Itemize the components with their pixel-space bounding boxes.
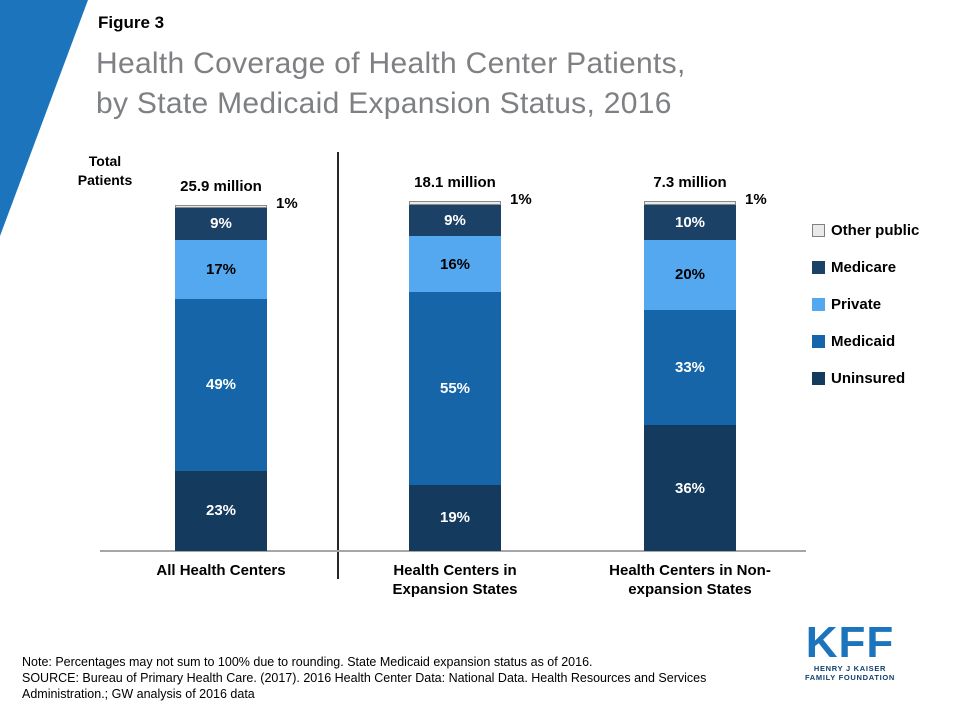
group-divider-line bbox=[337, 152, 339, 579]
legend-item-medicare: Medicare bbox=[812, 256, 919, 278]
category-label-all-health-centers: All Health Centers bbox=[156, 562, 286, 579]
bar-total-label: 25.9 million bbox=[180, 177, 262, 195]
bar-segment-other-public bbox=[175, 204, 267, 208]
chart-title: Health Coverage of Health Center Patient… bbox=[96, 44, 686, 124]
bar-segment-medicare: 10% bbox=[644, 204, 736, 240]
x-axis-line bbox=[100, 550, 806, 552]
source-line: SOURCE: Bureau of Primary Health Care. (… bbox=[22, 671, 707, 701]
bar-segment-medicare: 9% bbox=[409, 204, 501, 236]
legend-label-medicare: Medicare bbox=[831, 258, 897, 276]
bar-segment-uninsured: 19% bbox=[409, 484, 501, 551]
kff-logo-subline-1: HENRY J KAISER bbox=[813, 664, 887, 673]
bar-segment-uninsured: 36% bbox=[644, 425, 736, 551]
legend-item-private: Private bbox=[812, 293, 919, 315]
legend-swatch-medicare bbox=[812, 260, 825, 274]
legend-label-medicaid: Medicaid bbox=[831, 332, 896, 350]
bar-total-label: 18.1 million bbox=[414, 174, 496, 191]
figure-label: Figure 3 bbox=[98, 13, 165, 32]
outside-percent-label-other-public: 1% bbox=[745, 191, 767, 208]
bar-total-label: 7.3 million bbox=[653, 174, 727, 191]
category-label-health-centers-in-non-expansion-states: Health Centers in Non-expansion States bbox=[609, 562, 771, 598]
outside-percent-label-other-public: 1% bbox=[510, 191, 532, 208]
legend: Other public Medicare Private Medicaid Unins… bbox=[812, 219, 919, 404]
bar-segment-medicaid: 49% bbox=[175, 299, 267, 471]
bar-segment-medicaid: 33% bbox=[644, 309, 736, 425]
note-line: Note: Percentages may not sum to 100% du… bbox=[22, 655, 593, 669]
bar-segment-private: 16% bbox=[409, 236, 501, 292]
legend-swatch-medicaid bbox=[812, 334, 825, 348]
kff-logo-subline-2: FAMILY FOUNDATION bbox=[804, 673, 896, 682]
category-label-health-centers-in-expansion-states: Health Centers in Expansion States bbox=[392, 562, 518, 598]
bar-segment-medicaid: 55% bbox=[409, 292, 501, 485]
legend-label-uninsured: Uninsured bbox=[831, 369, 906, 387]
bar-segment-uninsured: 23% bbox=[175, 470, 267, 551]
notes: Note: Percentages may not sum to 100% du… bbox=[22, 654, 784, 702]
legend-swatch-other-public bbox=[812, 223, 825, 237]
legend-label-private: Private bbox=[831, 295, 882, 313]
legend-item-other-public: Other public bbox=[812, 219, 919, 241]
kff-logo: KFF HENRY J KAISER FAMILY FOUNDATION bbox=[795, 618, 905, 683]
stacked-bar-chart: 23% 49% 17% 9% 1% 25.9 million All Health Cent… bbox=[0, 150, 960, 630]
total-patients-label: Total Patients bbox=[77, 153, 133, 188]
kff-logo-text: KFF bbox=[805, 618, 895, 667]
bar-segment-other-public bbox=[644, 201, 736, 205]
legend-swatch-private bbox=[812, 297, 825, 311]
bar-segment-private: 20% bbox=[644, 239, 736, 310]
legend-swatch-uninsured bbox=[812, 371, 825, 385]
legend-item-uninsured: Uninsured bbox=[812, 367, 919, 389]
bar-segment-other-public bbox=[409, 201, 501, 205]
title-line-1: Health Coverage of Health Center Patient… bbox=[96, 47, 686, 80]
bar-segment-private: 17% bbox=[175, 239, 267, 299]
title-line-2: by State Medicaid Expansion Status, 2016 bbox=[96, 87, 672, 120]
bar-segment-medicare: 9% bbox=[175, 208, 267, 240]
outside-percent-label-other-public: 1% bbox=[276, 194, 298, 212]
legend-label-other-public: Other public bbox=[831, 221, 920, 239]
legend-item-medicaid: Medicaid bbox=[812, 330, 919, 352]
